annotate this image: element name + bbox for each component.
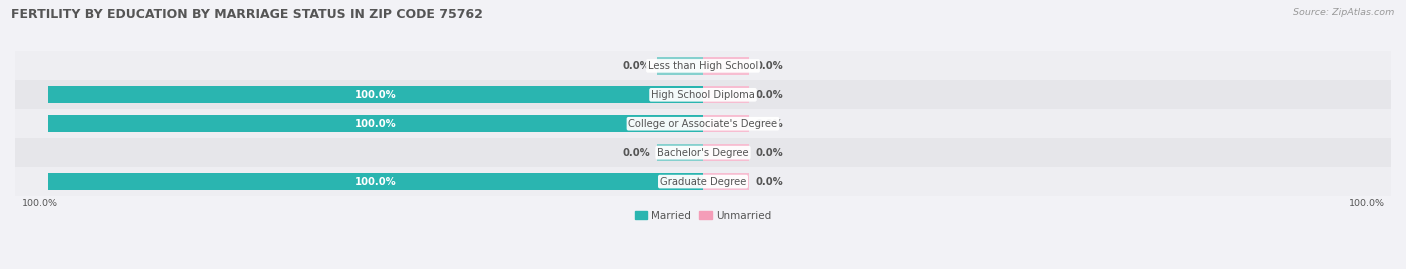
Text: Bachelor's Degree: Bachelor's Degree [657,148,749,158]
Bar [703,144,749,161]
Text: 0.0%: 0.0% [755,119,783,129]
Text: 0.0%: 0.0% [755,90,783,100]
Bar [48,173,703,190]
Text: FERTILITY BY EDUCATION BY MARRIAGE STATUS IN ZIP CODE 75762: FERTILITY BY EDUCATION BY MARRIAGE STATU… [11,8,484,21]
Text: High School Diploma: High School Diploma [651,90,755,100]
Text: 100.0%: 100.0% [354,119,396,129]
Legend: Married, Unmarried: Married, Unmarried [630,206,776,225]
Text: Source: ZipAtlas.com: Source: ZipAtlas.com [1294,8,1395,17]
Bar [657,57,703,75]
Bar [15,138,1391,167]
Text: 100.0%: 100.0% [21,199,58,208]
Text: 0.0%: 0.0% [755,176,783,187]
Bar [703,115,749,132]
Bar [703,57,749,75]
Bar [15,167,1391,196]
Text: 0.0%: 0.0% [755,148,783,158]
Bar [48,86,703,104]
Text: College or Associate's Degree: College or Associate's Degree [628,119,778,129]
Text: 100.0%: 100.0% [354,176,396,187]
Text: Graduate Degree: Graduate Degree [659,176,747,187]
Bar [15,51,1391,80]
Text: 0.0%: 0.0% [623,61,651,71]
Text: 0.0%: 0.0% [755,61,783,71]
Text: 0.0%: 0.0% [623,148,651,158]
Text: Less than High School: Less than High School [648,61,758,71]
Text: 100.0%: 100.0% [354,90,396,100]
Bar [48,115,703,132]
Bar [703,173,749,190]
Bar [15,80,1391,109]
Bar [15,109,1391,138]
Bar [703,86,749,104]
Bar [657,144,703,161]
Text: 100.0%: 100.0% [1348,199,1385,208]
